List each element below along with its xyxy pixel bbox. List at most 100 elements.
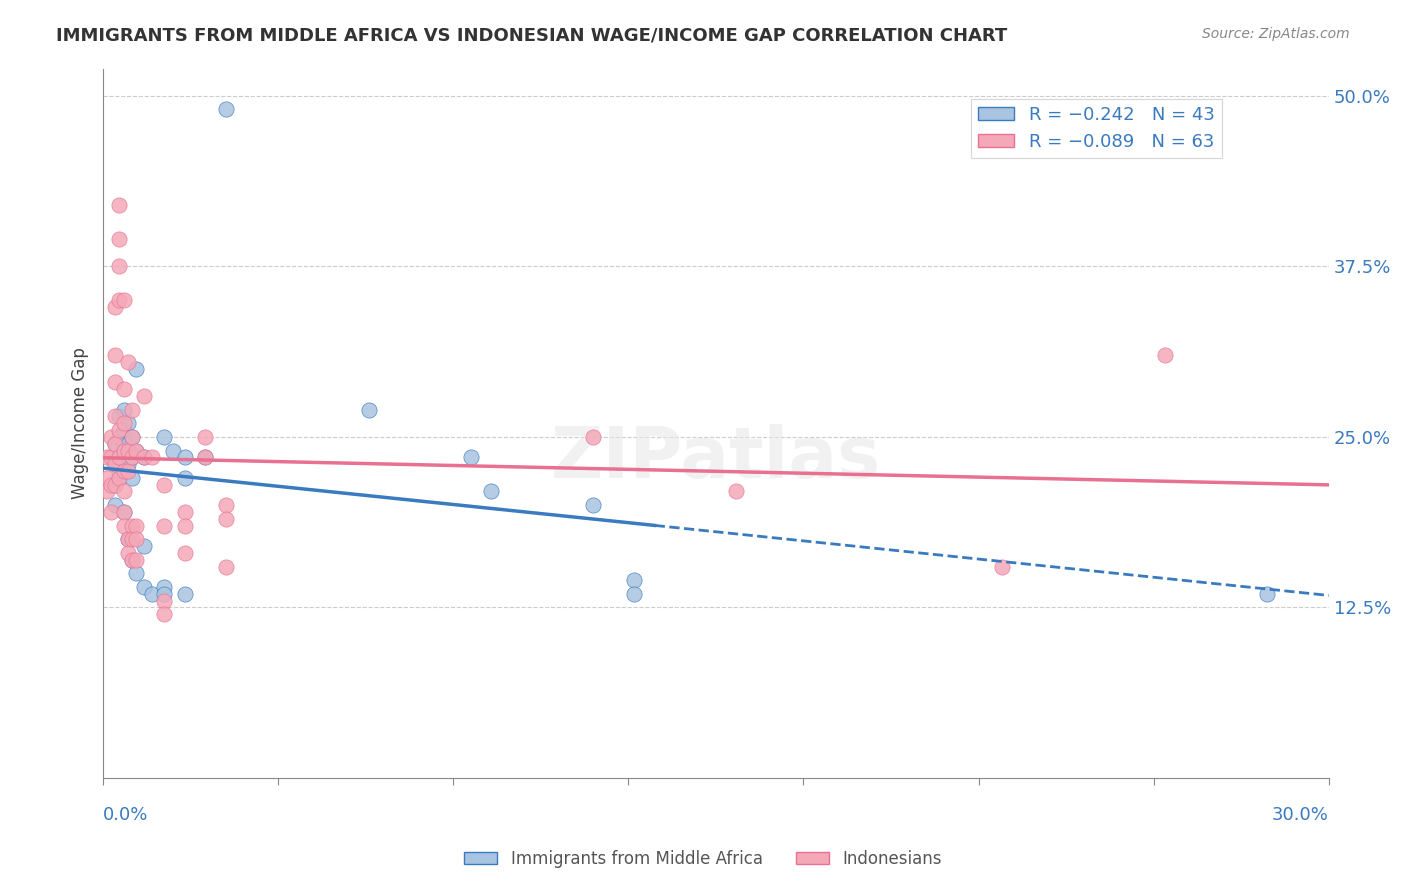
Point [173, 505, 195, 519]
Point [460, 450, 482, 465]
Point [582, 498, 605, 512]
Point [194, 450, 217, 465]
Point [112, 518, 135, 533]
Point [96, 471, 118, 485]
Point [104, 477, 127, 491]
Point [132, 450, 155, 465]
Point [121, 402, 143, 417]
Point [104, 457, 127, 471]
Point [153, 518, 176, 533]
Point [108, 260, 131, 274]
Point [125, 361, 148, 376]
Text: Source: ZipAtlas.com: Source: ZipAtlas.com [1202, 27, 1350, 41]
Point [623, 573, 645, 587]
Y-axis label: Wage/Income Gap: Wage/Income Gap [72, 347, 89, 500]
Point [125, 443, 148, 458]
Point [215, 498, 238, 512]
Point [141, 587, 163, 601]
Point [194, 450, 217, 465]
Legend: Immigrants from Middle Africa, Indonesians: Immigrants from Middle Africa, Indonesia… [457, 844, 949, 875]
Point [104, 436, 127, 450]
Point [112, 484, 135, 499]
Point [725, 484, 748, 499]
Point [108, 471, 131, 485]
Point [112, 417, 135, 431]
Point [479, 484, 502, 499]
Point [117, 443, 139, 458]
Point [121, 450, 143, 465]
Point [1256, 587, 1278, 601]
Point [153, 593, 176, 607]
Point [215, 512, 238, 526]
Text: IMMIGRANTS FROM MIDDLE AFRICA VS INDONESIAN WAGE/INCOME GAP CORRELATION CHART: IMMIGRANTS FROM MIDDLE AFRICA VS INDONES… [56, 27, 1008, 45]
Point [104, 300, 127, 314]
Point [125, 566, 148, 581]
Point [117, 546, 139, 560]
Point [132, 580, 155, 594]
Point [112, 505, 135, 519]
Point [108, 450, 131, 465]
Point [108, 450, 131, 465]
Point [100, 477, 122, 491]
Point [215, 103, 238, 117]
Point [112, 423, 135, 437]
Point [104, 348, 127, 362]
Point [125, 533, 148, 547]
Point [108, 293, 131, 308]
Point [108, 409, 131, 424]
Point [112, 505, 135, 519]
Point [173, 546, 195, 560]
Point [991, 559, 1014, 574]
Point [104, 477, 127, 491]
Point [153, 587, 176, 601]
Point [153, 607, 176, 622]
Point [121, 518, 143, 533]
Point [100, 450, 122, 465]
Point [108, 471, 131, 485]
Point [117, 464, 139, 478]
Point [96, 484, 118, 499]
Point [173, 471, 195, 485]
Point [125, 518, 148, 533]
Point [173, 518, 195, 533]
Point [1154, 348, 1177, 362]
Point [194, 430, 217, 444]
Point [108, 430, 131, 444]
Point [108, 423, 131, 437]
Point [104, 498, 127, 512]
Point [623, 587, 645, 601]
Point [117, 436, 139, 450]
Point [100, 430, 122, 444]
Point [215, 559, 238, 574]
Point [121, 533, 143, 547]
Point [112, 443, 135, 458]
Point [104, 457, 127, 471]
Point [108, 232, 131, 246]
Point [132, 450, 155, 465]
Point [96, 450, 118, 465]
Point [153, 580, 176, 594]
Point [104, 409, 127, 424]
Point [153, 430, 176, 444]
Text: 0.0%: 0.0% [103, 806, 149, 824]
Point [121, 552, 143, 566]
Legend: R = −0.242   N = 43, R = −0.089   N = 63: R = −0.242 N = 43, R = −0.089 N = 63 [970, 99, 1222, 158]
Point [357, 402, 380, 417]
Point [117, 417, 139, 431]
Point [121, 430, 143, 444]
Point [141, 450, 163, 465]
Point [112, 402, 135, 417]
Point [112, 293, 135, 308]
Point [173, 587, 195, 601]
Point [153, 477, 176, 491]
Point [582, 430, 605, 444]
Point [125, 443, 148, 458]
Point [104, 376, 127, 390]
Point [132, 389, 155, 403]
Point [121, 450, 143, 465]
Point [121, 430, 143, 444]
Point [117, 457, 139, 471]
Text: 30.0%: 30.0% [1272, 806, 1329, 824]
Point [125, 552, 148, 566]
Point [173, 450, 195, 465]
